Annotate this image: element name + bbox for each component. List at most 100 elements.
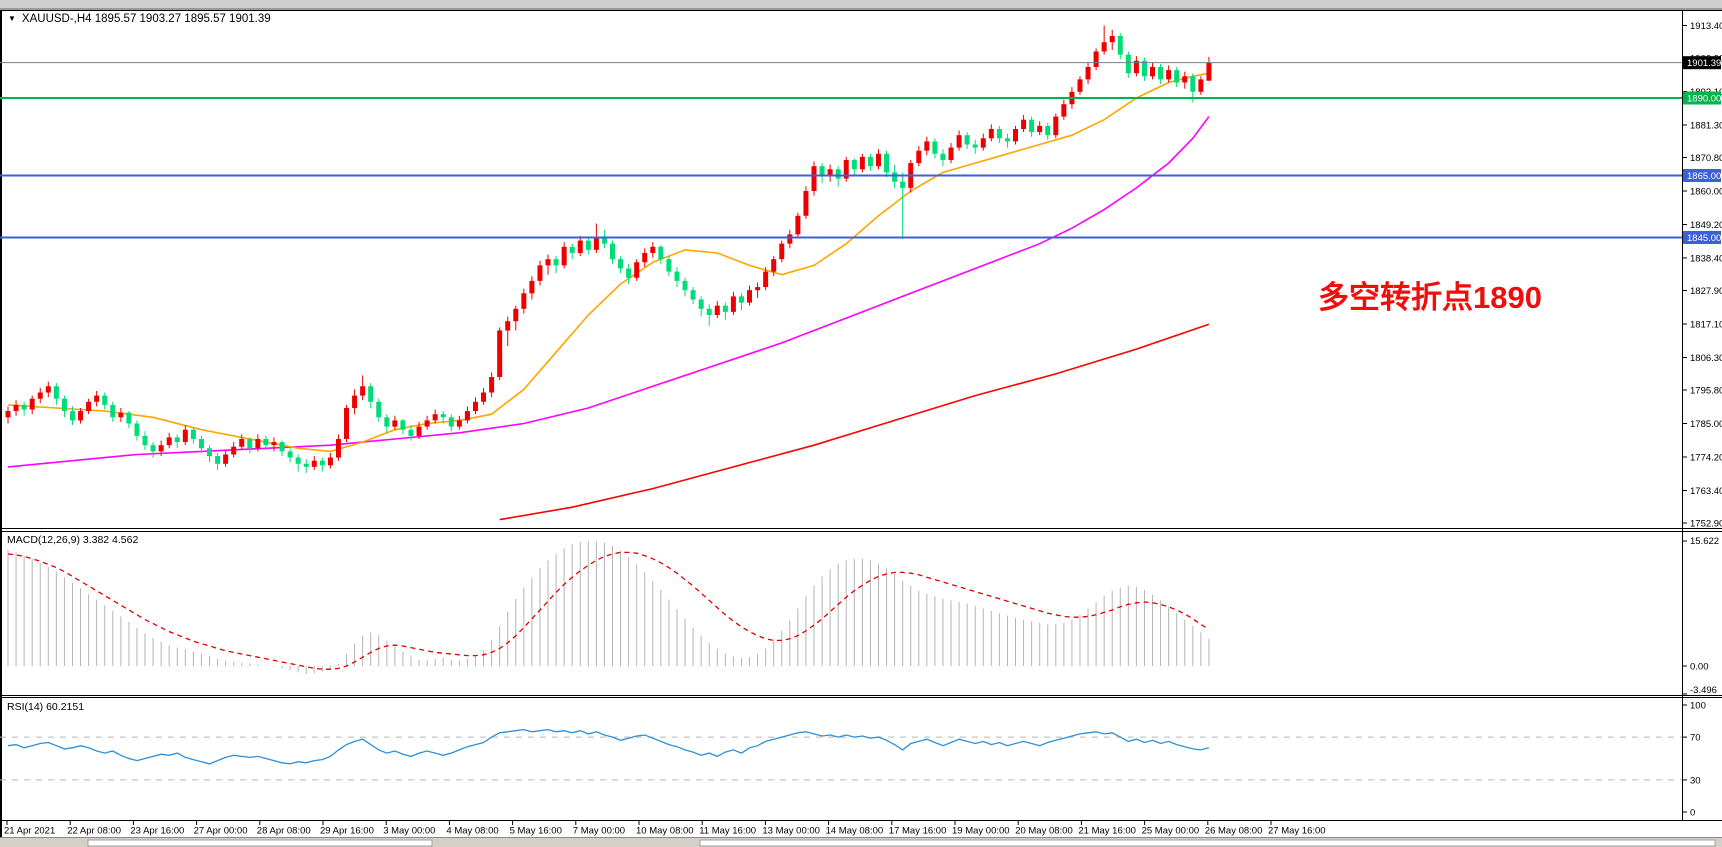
candle[interactable] bbox=[545, 254, 551, 275]
candle[interactable] bbox=[505, 316, 511, 346]
candle[interactable] bbox=[884, 150, 890, 178]
candle[interactable] bbox=[368, 383, 374, 408]
candle[interactable] bbox=[279, 440, 285, 457]
candle[interactable] bbox=[956, 130, 962, 151]
candle[interactable] bbox=[424, 415, 430, 430]
rsi-axis[interactable]: 100 70 30 0 bbox=[1682, 701, 1706, 819]
candle[interactable] bbox=[376, 398, 382, 422]
candle[interactable] bbox=[714, 301, 720, 319]
candle[interactable] bbox=[1125, 51, 1131, 78]
candle[interactable] bbox=[585, 237, 591, 255]
candle[interactable] bbox=[916, 146, 922, 167]
macd-panel[interactable] bbox=[7, 541, 1210, 674]
candle[interactable] bbox=[464, 406, 470, 424]
candle[interactable] bbox=[690, 287, 696, 305]
candle[interactable] bbox=[344, 404, 350, 443]
candle[interactable] bbox=[190, 428, 196, 444]
candle[interactable] bbox=[69, 406, 75, 426]
candle[interactable] bbox=[610, 240, 615, 264]
candle[interactable] bbox=[843, 156, 849, 182]
candle[interactable] bbox=[747, 285, 753, 306]
candle[interactable] bbox=[851, 158, 857, 176]
candle[interactable] bbox=[1085, 62, 1091, 85]
candle[interactable] bbox=[674, 266, 680, 288]
candle[interactable] bbox=[650, 242, 656, 258]
candle[interactable] bbox=[972, 139, 978, 154]
candle[interactable] bbox=[1029, 116, 1035, 137]
candle[interactable] bbox=[980, 133, 986, 151]
candle[interactable] bbox=[102, 392, 108, 410]
candle[interactable] bbox=[118, 407, 124, 422]
candle[interactable] bbox=[1004, 133, 1010, 148]
candle[interactable] bbox=[948, 142, 954, 164]
candle[interactable] bbox=[642, 248, 648, 267]
candle[interactable] bbox=[513, 305, 519, 331]
candle[interactable] bbox=[779, 240, 785, 263]
candle[interactable] bbox=[771, 256, 777, 277]
candle[interactable] bbox=[432, 409, 438, 424]
candle[interactable] bbox=[924, 136, 930, 156]
candle[interactable] bbox=[867, 153, 873, 171]
candle[interactable] bbox=[489, 372, 495, 398]
candle[interactable] bbox=[78, 407, 84, 424]
candle[interactable] bbox=[1158, 63, 1164, 85]
candle[interactable] bbox=[1174, 66, 1180, 88]
candle[interactable] bbox=[53, 383, 59, 405]
candle[interactable] bbox=[13, 400, 19, 416]
candle[interactable] bbox=[819, 163, 825, 184]
candle[interactable] bbox=[569, 243, 575, 260]
candle[interactable] bbox=[5, 406, 11, 424]
price-axis[interactable]: 1913.401902.901892.101881.301870.801860.… bbox=[1682, 21, 1722, 530]
candle[interactable] bbox=[45, 381, 51, 398]
price-label-box-1890.00[interactable]: 1890.00 bbox=[1683, 91, 1721, 105]
candle[interactable] bbox=[158, 440, 164, 457]
candle[interactable] bbox=[1101, 25, 1107, 55]
candle[interactable] bbox=[1045, 122, 1051, 140]
candle[interactable] bbox=[37, 387, 43, 404]
candle[interactable] bbox=[658, 245, 664, 264]
candle[interactable] bbox=[150, 442, 156, 458]
candle[interactable] bbox=[521, 288, 527, 314]
macd-axis[interactable]: 15.622 0.00 -3.496 bbox=[1682, 536, 1719, 696]
candle[interactable] bbox=[988, 124, 994, 142]
candle[interactable] bbox=[1133, 56, 1139, 77]
candle[interactable] bbox=[207, 445, 212, 463]
candle[interactable] bbox=[1053, 113, 1059, 139]
candle[interactable] bbox=[142, 431, 148, 450]
candle[interactable] bbox=[1166, 65, 1172, 83]
candle[interactable] bbox=[1117, 32, 1123, 60]
candle[interactable] bbox=[497, 327, 503, 381]
candle[interactable] bbox=[295, 454, 301, 472]
candle[interactable] bbox=[940, 149, 946, 167]
candle[interactable] bbox=[319, 457, 325, 472]
candle[interactable] bbox=[416, 421, 422, 439]
candle[interactable] bbox=[231, 442, 237, 458]
candle[interactable] bbox=[996, 125, 1002, 143]
candle[interactable] bbox=[634, 259, 640, 281]
candle[interactable] bbox=[311, 456, 317, 470]
candle[interactable] bbox=[803, 186, 809, 219]
candle[interactable] bbox=[215, 452, 221, 470]
candle[interactable] bbox=[352, 389, 358, 415]
candle[interactable] bbox=[335, 434, 341, 461]
candle[interactable] bbox=[706, 304, 712, 326]
candle[interactable] bbox=[255, 434, 261, 452]
candle[interactable] bbox=[271, 437, 277, 452]
price-label-box-1865.00[interactable]: 1865.00 bbox=[1683, 168, 1721, 182]
symbol-collapse-caret-icon[interactable]: ▼ bbox=[8, 14, 16, 23]
candle[interactable] bbox=[166, 432, 172, 449]
price-label-box-1901.39[interactable]: 1901.39 bbox=[1683, 56, 1721, 70]
candle[interactable] bbox=[86, 398, 92, 415]
candle[interactable] bbox=[239, 434, 245, 450]
candle[interactable] bbox=[875, 149, 881, 170]
candle[interactable] bbox=[601, 229, 607, 249]
candle[interactable] bbox=[110, 401, 116, 422]
candle[interactable] bbox=[126, 411, 132, 429]
candle[interactable] bbox=[1077, 76, 1083, 95]
candle[interactable] bbox=[666, 256, 672, 277]
candle[interactable] bbox=[787, 229, 793, 249]
price-label-box-1845.00[interactable]: 1845.00 bbox=[1683, 230, 1721, 244]
candle[interactable] bbox=[448, 414, 454, 432]
candle[interactable] bbox=[1093, 48, 1099, 71]
